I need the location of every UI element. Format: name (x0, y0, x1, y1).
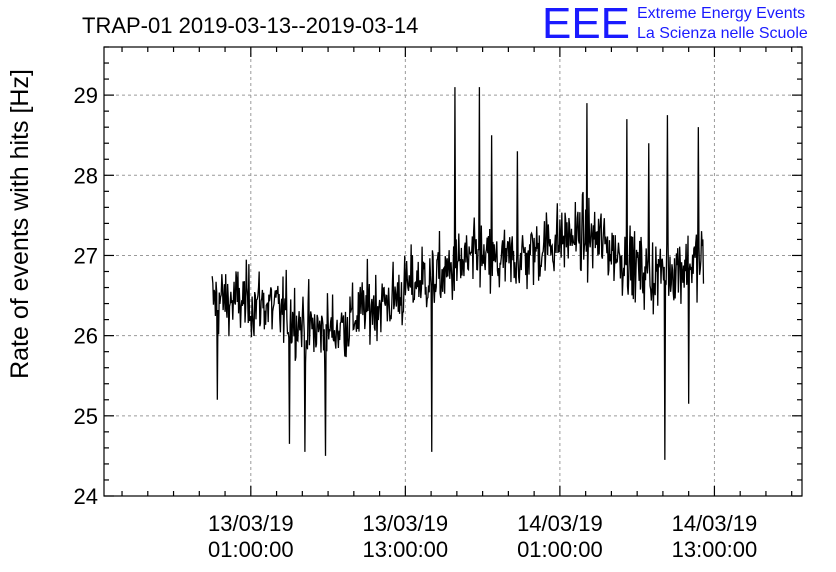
axes (103, 46, 803, 497)
y-tick-label: 24 (74, 484, 98, 509)
x-tick-label-date: 13/03/19 (363, 511, 449, 536)
logo-line-2: La Scienza nelle Scuole (637, 25, 808, 42)
y-tick-label: 29 (74, 83, 98, 108)
x-tick-label-date: 14/03/19 (672, 511, 758, 536)
y-tick-label: 26 (74, 324, 98, 349)
y-axis-title: Rate of events with hits [Hz] (6, 69, 34, 379)
x-tick-label-time: 01:00:00 (517, 537, 603, 562)
eee-logo: EEE Extreme Energy Events La Scienza nel… (542, 0, 808, 48)
y-tick-label: 28 (74, 163, 98, 188)
y-tick-label: 27 (74, 243, 98, 268)
grid (104, 47, 802, 496)
series-line (211, 87, 705, 460)
eee-logo-mark: EEE (542, 0, 630, 48)
x-tick-label-date: 13/03/19 (208, 511, 294, 536)
y-tick-label: 25 (74, 404, 98, 429)
logo-line-1: Extreme Energy Events (637, 5, 805, 22)
x-tick-label-time: 01:00:00 (208, 537, 294, 562)
x-tick-label-time: 13:00:00 (363, 537, 449, 562)
tick-labels: 24252627282913/03/1901:00:0013/03/1913:0… (74, 83, 758, 562)
chart-title: TRAP-01 2019-03-13--2019-03-14 (82, 13, 418, 38)
x-tick-label-date: 14/03/19 (517, 511, 603, 536)
data-series (211, 87, 705, 460)
x-tick-label-time: 13:00:00 (672, 537, 758, 562)
